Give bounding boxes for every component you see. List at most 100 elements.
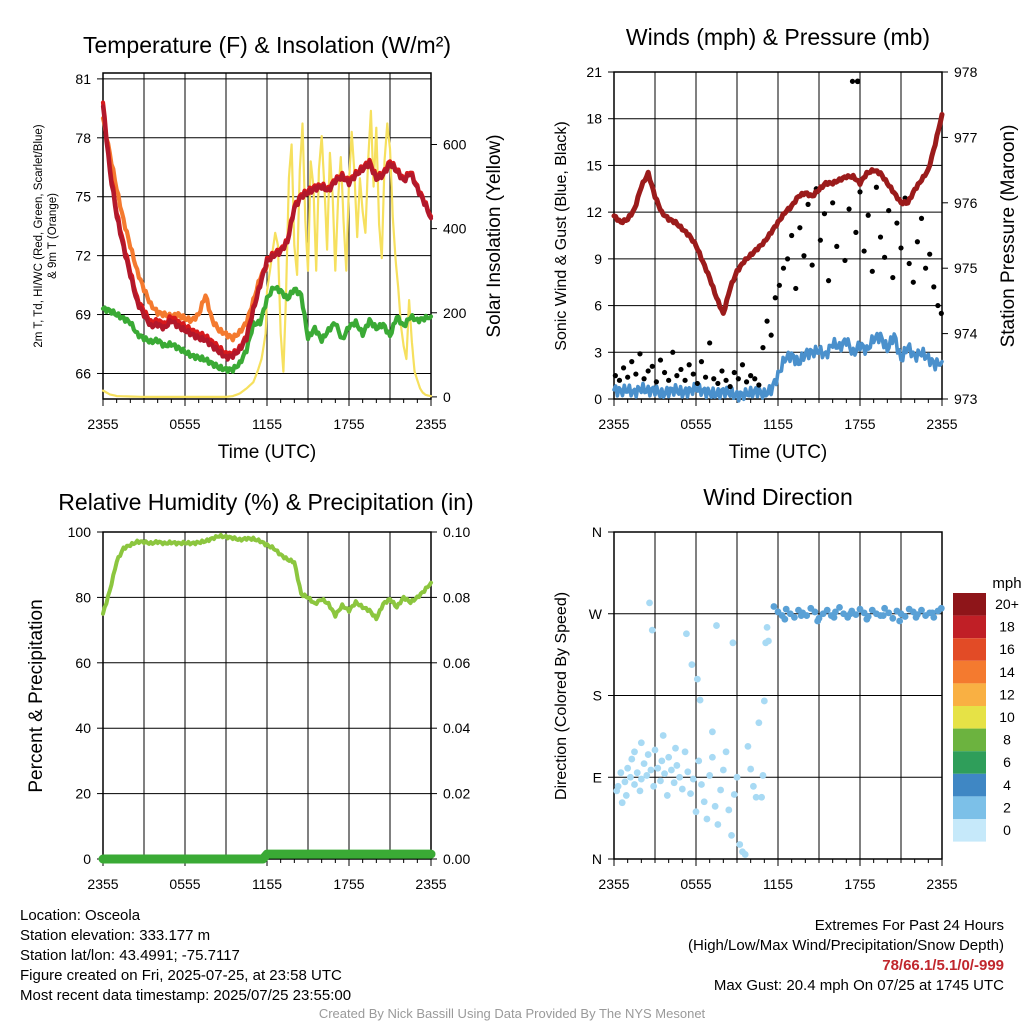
wind-gust-point (657, 357, 664, 363)
dir-point-calm (728, 831, 735, 839)
dir-ytick-label: S (593, 688, 602, 704)
station-elevation: Station elevation: 333.177 m (20, 927, 211, 944)
wind-gust-point (637, 351, 643, 357)
wind-gust-point (857, 189, 863, 195)
wind-ylabel: Sonic Wind & Gust (Blue, Black) (553, 121, 570, 350)
wind-xtick-label: 0555 (680, 416, 711, 432)
dir-point-calm (617, 769, 625, 777)
dir-ylabel: Direction (Colored By Speed) (553, 592, 570, 800)
wind-gust-point (625, 374, 631, 380)
dir-point-calm (628, 755, 636, 763)
wind-gust-point (914, 239, 921, 245)
wind-gust-point (702, 374, 709, 380)
wind-series-group (611, 78, 945, 403)
dir-point-calm (741, 851, 749, 858)
wind-ytick-label: 3 (594, 344, 602, 360)
wind-gust-point (756, 382, 762, 388)
wind-y2label: Station Pressure (Maroon) (998, 125, 1019, 348)
temp-xtick-label: 1155 (252, 416, 282, 432)
dir-point-calm (730, 791, 738, 798)
wind-gust-point (935, 302, 941, 309)
dir-point-breezy (803, 612, 811, 619)
wind-gust-point (764, 318, 770, 324)
wind-gust-point (898, 245, 904, 251)
dir-chart-title: Wind Direction (703, 484, 853, 510)
dir-point-calm (644, 751, 652, 758)
dir-point-breezy (863, 615, 871, 623)
wind-gust-point (719, 368, 725, 374)
rh-ylabel: Percent & Precipitation (26, 599, 47, 792)
dir-point-calm (643, 772, 651, 779)
dir-xtick-label: 1155 (763, 876, 793, 892)
wind-gust-point (690, 371, 696, 377)
rh-ytick-label: 80 (75, 589, 91, 605)
dir-legend-swatch (953, 683, 986, 706)
dir-point-calm (722, 748, 730, 756)
wind-gust-point (670, 349, 676, 355)
dir-point-calm (636, 787, 644, 795)
wind-y2tick-label: 978 (954, 64, 978, 80)
wind-gust-point (653, 379, 659, 385)
dir-point-calm (659, 732, 667, 739)
wind-gust-point (931, 284, 937, 290)
dir-point-breezy (770, 603, 778, 610)
dir-point-breezy (811, 608, 819, 616)
wind-gust-point (861, 248, 867, 254)
dir-legend-title: mph (992, 575, 1021, 592)
wind-gust-point (698, 359, 705, 365)
temp-xtick-label: 2355 (87, 416, 118, 432)
wind-gust-point (825, 278, 832, 284)
wind-gust-point (612, 373, 618, 379)
dir-point-calm (670, 779, 678, 787)
wind-gust-point (661, 369, 668, 376)
dir-point-calm (713, 622, 720, 629)
wind-gust-point (910, 279, 916, 285)
wind-gust-point (686, 362, 692, 368)
wind-gust-point (849, 78, 856, 84)
wind-y2tick-label: 973 (954, 391, 978, 407)
dir-point-breezy (847, 610, 854, 618)
dir-point-calm (668, 766, 675, 774)
dir-point-breezy (881, 604, 888, 612)
dir-legend-label: 2 (1003, 799, 1011, 815)
temp-xtick-label: 1755 (333, 416, 364, 432)
dir-point-calm (633, 769, 641, 777)
dir-point-calm (651, 746, 659, 754)
wind-gust-point (674, 373, 680, 379)
wind-y2tick-label: 974 (954, 326, 978, 342)
rh-y2tick-label: 0.00 (443, 851, 470, 867)
dir-point-calm (618, 799, 626, 807)
rh-y2tick-label: 0.02 (443, 786, 470, 802)
dir-point-calm (689, 775, 697, 783)
dir-point-calm (714, 821, 722, 828)
dir-legend-swatch (953, 660, 986, 684)
dir-points-group (613, 599, 945, 858)
dir-point-calm (631, 748, 638, 756)
dir-point-breezy (814, 617, 822, 625)
rh-series-group (98, 532, 436, 864)
wind-xtick-label: 2355 (598, 416, 629, 432)
temp-ytick-label: 66 (75, 365, 91, 381)
temp-ylabel-line1: 2m T, Td, HI/WC (Red, Green, Scarlet/Blu… (33, 124, 45, 347)
dir-legend-label: 10 (999, 709, 1015, 725)
dir-point-calm (700, 798, 708, 806)
dir-point-calm (663, 792, 671, 799)
dir-point-calm (688, 661, 696, 669)
temp-axes: 2355 0555 1155 1755 2355 66 69 72 75 78 81 0 200 400 6… (75, 71, 466, 432)
dir-point-calm (673, 762, 681, 769)
temp-series-line (100, 104, 434, 362)
wind-axes: 2355 0555 1155 1755 2355 0 3 6 9 12 15 18 21 973 974 97… (586, 64, 977, 432)
temp-series-group (100, 100, 434, 398)
station-location: Location: Osceola (20, 907, 141, 924)
wind-gust-point (739, 362, 746, 368)
dir-point-breezy (901, 613, 909, 620)
wind-xlabel: Time (UTC) (729, 442, 828, 463)
dir-ytick-label: E (593, 769, 602, 785)
wind-gust-point (780, 265, 787, 271)
dir-point-calm (676, 773, 683, 781)
rh-ytick-label: 100 (68, 524, 92, 540)
dir-point-breezy (836, 603, 843, 611)
wind-gust-point (760, 345, 766, 351)
dir-point-breezy (832, 608, 839, 616)
